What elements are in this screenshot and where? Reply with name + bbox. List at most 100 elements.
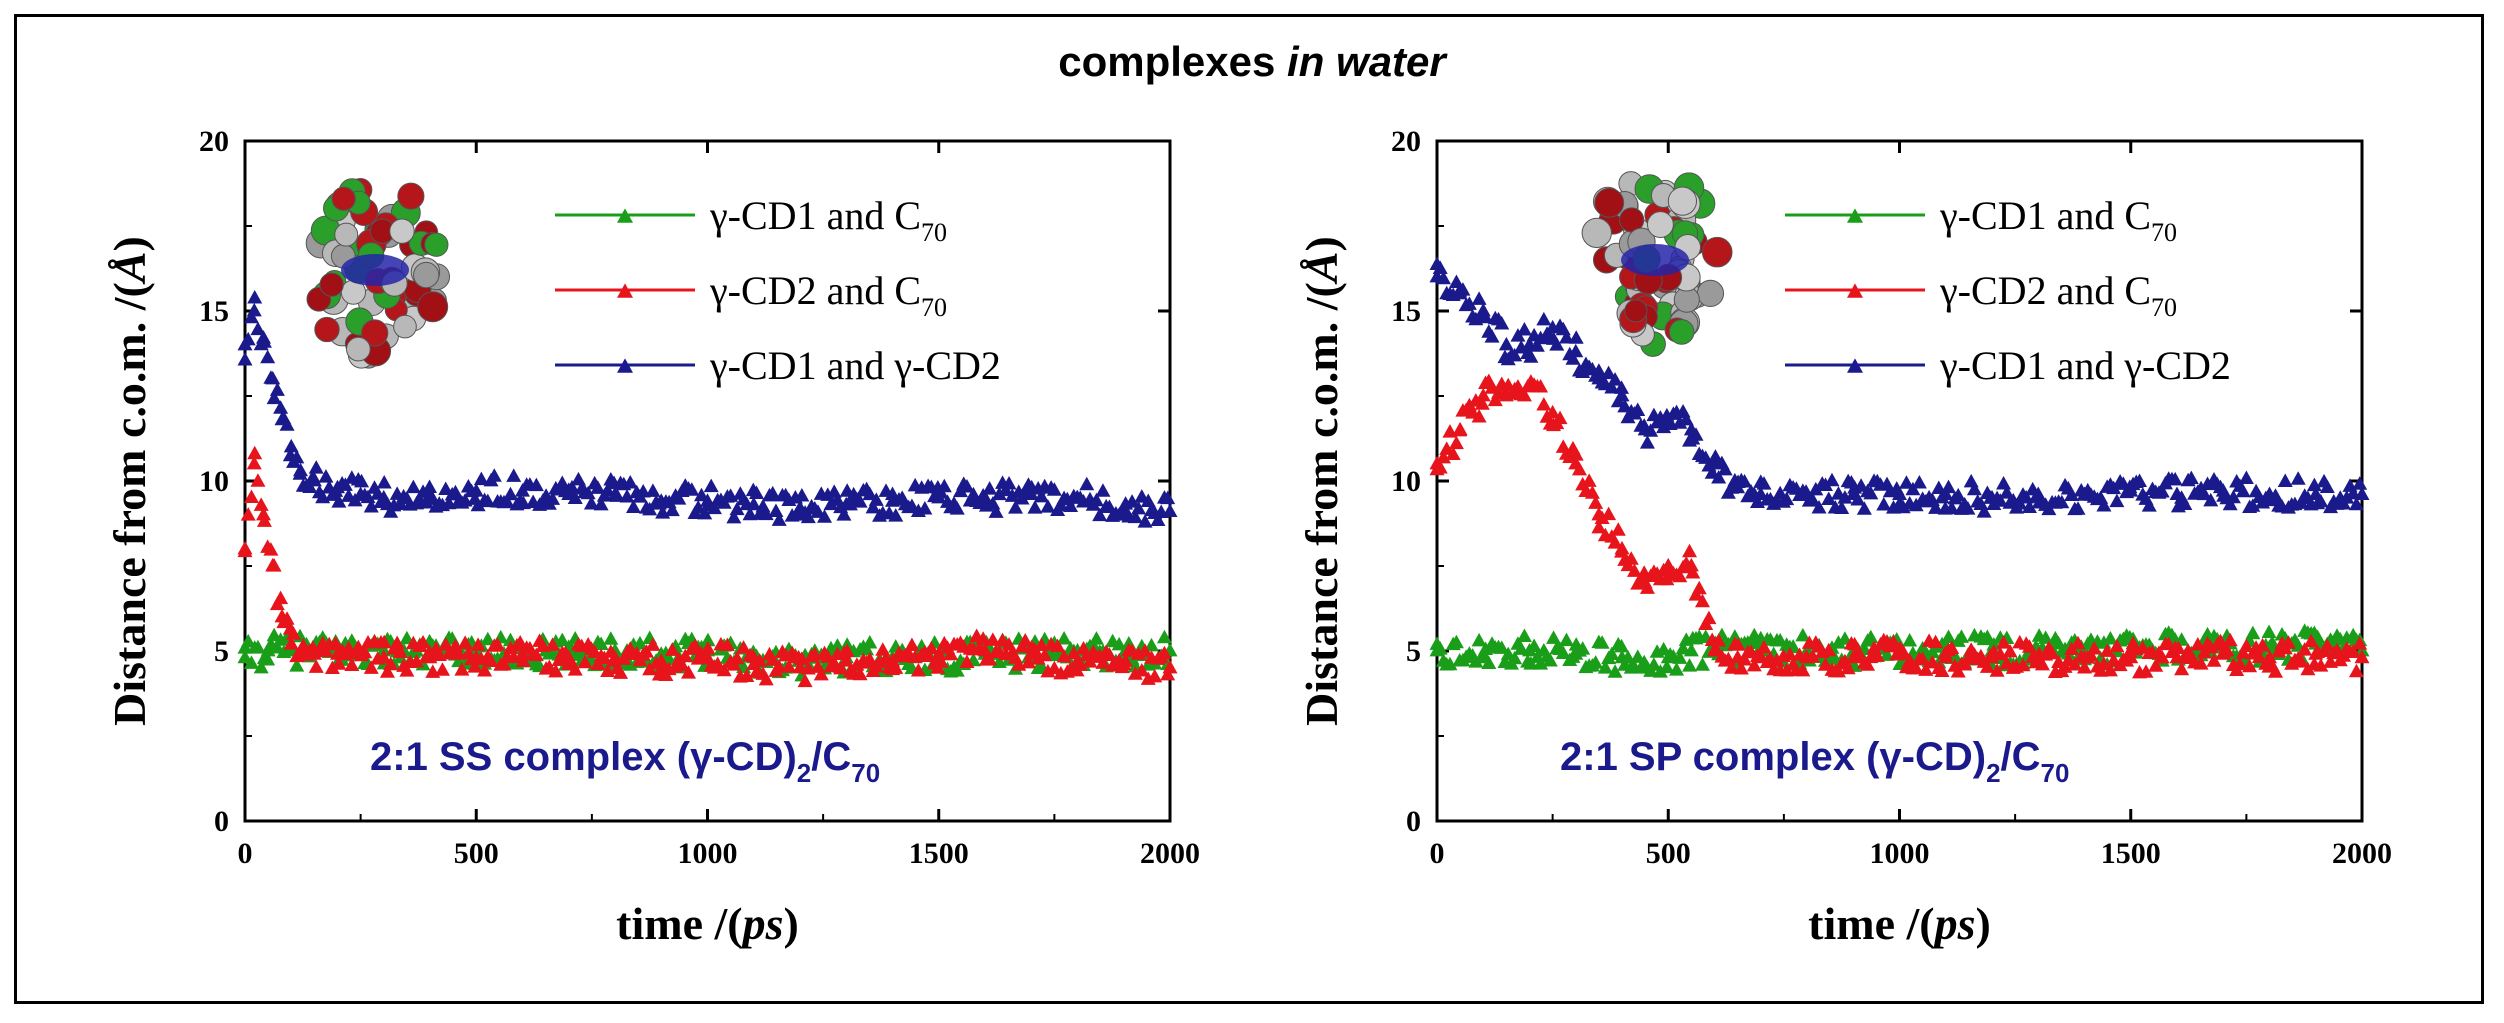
data-point (273, 400, 289, 414)
data-point (1999, 485, 2015, 499)
data-point (2232, 656, 2248, 671)
data-point (1898, 475, 1914, 489)
data-point (645, 483, 661, 497)
data-point (1070, 653, 1085, 667)
data-point (1156, 629, 1172, 644)
data-point (1614, 380, 1630, 394)
data-point (781, 659, 797, 673)
data-point (1869, 648, 1885, 662)
data-point (1549, 337, 1565, 351)
data-point (1429, 642, 1445, 657)
data-point (1976, 504, 1992, 518)
data-point (600, 482, 616, 497)
data-point (653, 646, 669, 660)
data-point (1063, 498, 1079, 513)
data-point (1863, 629, 1879, 644)
data-point (792, 659, 808, 674)
data-point (985, 632, 1001, 646)
data-point (1607, 535, 1623, 549)
data-point (1507, 650, 1523, 665)
data-point (1707, 455, 1722, 470)
data-point (645, 637, 661, 651)
data-point (2245, 625, 2261, 640)
data-point (246, 455, 262, 470)
data-point (619, 488, 635, 503)
data-point (1996, 635, 2012, 649)
data-point (1717, 461, 1733, 476)
data-point (1818, 657, 1833, 671)
data-point (2070, 635, 2086, 650)
data-point (237, 351, 253, 366)
data-point (1568, 330, 1584, 344)
data-point (736, 640, 752, 654)
data-point (2132, 473, 2148, 487)
data-point (1001, 476, 1017, 490)
data-point (1944, 500, 1960, 515)
data-point (2154, 484, 2170, 498)
data-point (2170, 640, 2186, 655)
data-point (250, 321, 266, 336)
data-point (1678, 411, 1694, 426)
data-point (344, 657, 360, 671)
data-point (237, 540, 253, 555)
data-point (2021, 499, 2037, 514)
data-point (2102, 662, 2118, 677)
x-tick-label: 500 (1646, 837, 1691, 870)
data-point (920, 648, 936, 662)
data-point (2167, 471, 2183, 486)
data-point (1730, 649, 1746, 664)
x-tick-label: 1500 (2101, 837, 2161, 870)
data-point (1095, 655, 1111, 669)
data-point (917, 501, 933, 515)
data-point (2313, 658, 2329, 672)
data-point (2138, 664, 2154, 678)
data-point (2193, 656, 2209, 670)
data-point (719, 637, 735, 652)
data-point (2222, 496, 2238, 511)
data-point (260, 349, 276, 364)
data-point (1137, 514, 1153, 528)
data-point (1614, 649, 1630, 664)
data-point (2154, 649, 2170, 664)
data-point (885, 653, 900, 667)
x-tick-label: 1000 (678, 837, 738, 870)
data-point (273, 590, 289, 605)
data-point (1162, 659, 1178, 674)
data-point (260, 651, 276, 666)
data-point (1134, 662, 1150, 677)
data-point (677, 648, 693, 662)
data-point (1023, 646, 1039, 660)
data-point (1711, 470, 1727, 484)
data-point (376, 649, 392, 664)
data-point (577, 654, 593, 669)
data-point (1475, 302, 1491, 317)
data-point (1552, 410, 1568, 425)
data-point (1840, 660, 1856, 675)
molecule-atom (319, 272, 344, 297)
data-point (2242, 658, 2258, 673)
y-axis-label: Distance from c.o.m. /(Å) (1296, 236, 1347, 726)
data-point (1607, 372, 1623, 386)
data-point (2293, 654, 2309, 668)
data-point (607, 649, 623, 664)
data-point (852, 494, 868, 508)
data-point (865, 499, 881, 514)
data-point (1834, 500, 1850, 514)
data-point (2123, 483, 2139, 497)
data-point (746, 496, 762, 511)
data-point (2038, 630, 2054, 644)
data-point (353, 486, 369, 500)
data-point (859, 641, 875, 656)
series-2 (237, 445, 1178, 688)
x-tick-label: 1500 (909, 837, 969, 870)
data-point (1753, 649, 1769, 664)
data-point (434, 662, 450, 676)
molecule-atom (1581, 217, 1612, 249)
legend-label: γ-CD2 and C70 (1939, 268, 2177, 322)
data-point (1944, 640, 1960, 655)
data-point (817, 509, 833, 523)
data-point (490, 637, 506, 651)
data-point (1711, 633, 1727, 647)
data-point (710, 656, 726, 670)
data-point (626, 499, 641, 514)
